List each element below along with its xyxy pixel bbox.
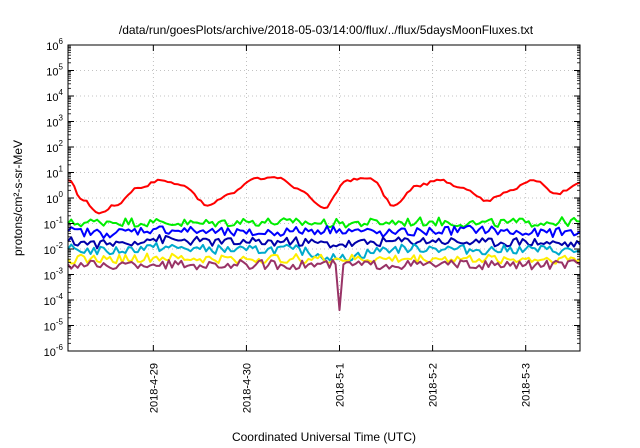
x-axis-title: Coordinated Universal Time (UTC) xyxy=(232,430,416,444)
y-tick-label: 104 xyxy=(46,88,63,104)
y-tick-label: 101 xyxy=(46,165,63,181)
chart-title: /data/run/goesPlots/archive/2018-05-03/1… xyxy=(119,23,534,37)
y-tick-label: 102 xyxy=(46,139,63,155)
y-axis-title: protons/cm²-s-sr-MeV xyxy=(11,140,25,256)
y-tick-label: 103 xyxy=(46,114,63,130)
y-tick-label: 10-2 xyxy=(44,241,64,257)
x-axis: 2018-4-29 2018-4-30 2018-5-1 2018-5-2 2018-5… xyxy=(148,45,533,413)
series-line-1 xyxy=(67,176,581,215)
y-tick-label: 106 xyxy=(46,37,63,53)
grid xyxy=(68,45,580,351)
series-line-4 xyxy=(67,234,581,250)
y-tick-label: 10-5 xyxy=(44,318,64,334)
y-tick-label: 105 xyxy=(46,63,63,79)
x-tick-label: 2018-4-30 xyxy=(241,363,253,413)
y-tick-label: 10-3 xyxy=(44,267,64,283)
x-tick-label: 2018-5-1 xyxy=(335,363,347,407)
y-tick-label: 10-6 xyxy=(44,343,64,359)
series-group xyxy=(67,176,581,312)
x-tick-label: 2018-5-3 xyxy=(521,363,533,407)
x-tick-label: 2018-4-29 xyxy=(148,363,160,413)
y-axis: 10-6 10-5 10-4 10-3 10-2 10-1 100 101 102 103 104 1… xyxy=(44,37,580,359)
y-tick-label: 10-4 xyxy=(44,292,64,308)
series-line-3 xyxy=(67,224,581,239)
x-tick-label: 2018-5-2 xyxy=(428,363,440,407)
series-line-2 xyxy=(67,216,581,229)
y-tick-label: 10-1 xyxy=(44,216,64,232)
series-line-7 xyxy=(67,259,581,312)
series-line-5 xyxy=(67,241,581,262)
y-tick-label: 100 xyxy=(46,190,63,206)
